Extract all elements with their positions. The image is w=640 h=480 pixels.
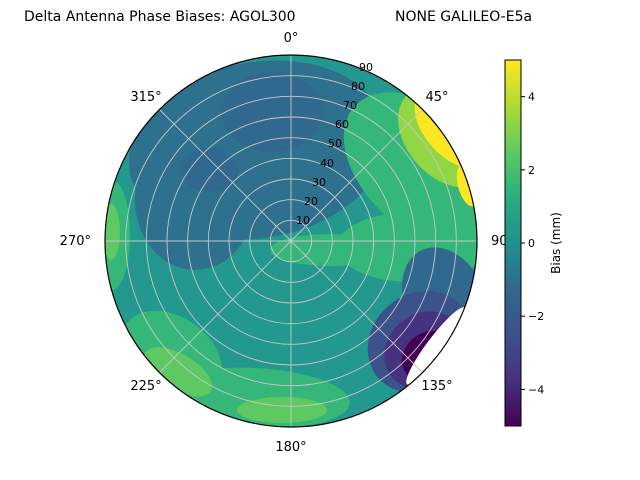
region-green-center-band bbox=[270, 234, 390, 266]
theta-label-135: 135° bbox=[421, 379, 452, 394]
r-label-40: 40 bbox=[320, 157, 334, 170]
r-label-90: 90 bbox=[359, 61, 373, 74]
polar-boundary bbox=[104, 54, 478, 428]
theta-label-0: 0° bbox=[284, 31, 299, 46]
r-label-70: 70 bbox=[343, 99, 357, 112]
region-nodata-lower-right bbox=[406, 307, 466, 385]
colorbar-tick-4: 4 bbox=[528, 91, 535, 104]
region-dark-core-left bbox=[182, 148, 238, 192]
grid-spoke-225 bbox=[159, 240, 292, 373]
r-label-30: 30 bbox=[312, 176, 326, 189]
plot-title-right: NONE GALILEO-E5a bbox=[395, 9, 532, 25]
theta-label-180: 180° bbox=[275, 440, 306, 455]
colorbar-tick-m2: −2 bbox=[528, 310, 544, 323]
r-label-50: 50 bbox=[328, 137, 342, 150]
polar-grid bbox=[105, 55, 477, 427]
colorbar-axis-label: Bias (mm) bbox=[549, 212, 563, 274]
colorbar-tick-2: 2 bbox=[528, 164, 535, 177]
region-lightgreen-lower-left bbox=[143, 347, 213, 397]
theta-label-225: 225° bbox=[130, 379, 161, 394]
theta-label-315: 315° bbox=[130, 90, 161, 105]
theta-label-90: 90 bbox=[491, 234, 508, 249]
theta-labels: 0° 45° 90 135° 180° 225° 270° 315° bbox=[60, 31, 508, 455]
r-label-80: 80 bbox=[351, 80, 365, 93]
colorbar: 4 2 0 −2 −4 Bias (mm) bbox=[504, 59, 563, 427]
colorbar-tick-m4: −4 bbox=[528, 383, 544, 396]
r-label-10: 10 bbox=[296, 214, 310, 227]
region-dark-core-top bbox=[222, 72, 322, 152]
r-label-60: 60 bbox=[335, 118, 349, 131]
theta-label-270: 270° bbox=[60, 234, 91, 249]
grid-spoke-315 bbox=[159, 109, 292, 242]
colorbar-tick-marks bbox=[521, 96, 525, 390]
grid-spoke-45 bbox=[290, 109, 423, 242]
theta-label-45: 45° bbox=[425, 90, 448, 105]
r-label-20: 20 bbox=[304, 195, 318, 208]
r-labels: 10 20 30 40 50 60 70 80 90 bbox=[296, 61, 373, 227]
colorbar-gradient bbox=[504, 59, 522, 427]
plot-title-left: Delta Antenna Phase Biases: AGOL300 bbox=[24, 9, 296, 25]
region-dark-upper-left bbox=[135, 130, 255, 270]
colorbar-tick-0: 0 bbox=[528, 237, 535, 250]
grid-spoke-135 bbox=[290, 240, 423, 373]
